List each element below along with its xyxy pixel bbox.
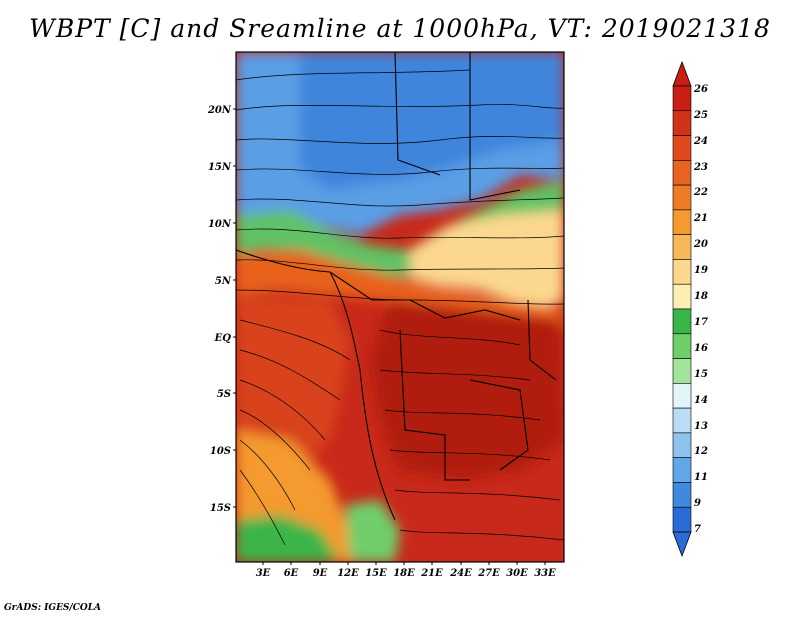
colorbar-top-arrow: [672, 60, 692, 87]
colorbar-cell: [672, 506, 692, 533]
colorbar-label: 13: [694, 421, 708, 432]
colorbar-label: 15: [694, 369, 708, 380]
colorbar-cell: [672, 333, 692, 359]
lon-label: 30E: [506, 568, 528, 579]
colorbar-cell: [672, 85, 692, 112]
lon-label: 18E: [393, 568, 415, 579]
colorbar-cell: [672, 358, 692, 384]
colorbar-label: 26: [693, 84, 708, 95]
colorbar: 26 25 24 23 22 21 20 19 18 17 16 15 14 1…: [672, 60, 708, 558]
lat-label: 15N: [208, 162, 232, 173]
lon-label: 9E: [313, 568, 328, 579]
colorbar-cell: [672, 160, 692, 186]
colorbar-cell: [672, 184, 692, 211]
colorbar-cell: [672, 209, 692, 235]
colorbar-label: 23: [693, 162, 708, 173]
colorbar-cell: [672, 259, 692, 285]
colorbar-cell: [672, 383, 692, 409]
map-title: WBPT [C] and Sreamline at 1000hPa, VT: 2…: [29, 14, 771, 43]
longitude-axis: 3E 6E 9E 12E 15E 18E 21E 24E 27E 30E 33E: [256, 562, 556, 579]
colorbar-label: 22: [693, 187, 708, 198]
latitude-axis: 20N 15N 10N 5N EQ 5S 10S 15S: [207, 105, 236, 514]
colorbar-cell: [672, 432, 692, 458]
colorbar-cell: [672, 283, 692, 310]
colorbar-label: 16: [694, 343, 708, 354]
colorbar-label: 14: [694, 395, 708, 406]
colorbar-label: 24: [693, 136, 708, 147]
lon-label: 21E: [420, 568, 443, 579]
colorbar-label: 9: [694, 498, 701, 509]
credit-text: GrADS: IGES/COLA: [4, 603, 102, 613]
lon-label: 3E: [256, 568, 271, 579]
lon-label: 33E: [534, 568, 556, 579]
colorbar-cell: [672, 457, 692, 483]
lat-label: EQ: [214, 333, 232, 344]
lat-label: 15S: [210, 503, 231, 514]
colorbar-cell: [672, 110, 692, 136]
lat-label: 10N: [208, 219, 232, 230]
lat-label: 20N: [207, 105, 232, 116]
map-frame: [235, 51, 565, 563]
colorbar-cell: [672, 407, 692, 434]
colorbar-label: 25: [693, 110, 708, 121]
lat-label: 5N: [215, 276, 232, 287]
colorbar-label: 19: [694, 265, 708, 276]
lat-label: 5S: [217, 389, 231, 400]
lon-label: 6E: [284, 568, 299, 579]
colorbar-bottom-arrow: [672, 531, 692, 558]
colorbar-label: 11: [694, 472, 708, 483]
colorbar-label: 21: [693, 213, 708, 224]
colorbar-cell: [672, 482, 692, 508]
colorbar-label: 20: [693, 239, 708, 250]
colorbar-label: 18: [694, 291, 708, 302]
colorbar-label: 17: [694, 317, 708, 328]
temperature-field: [236, 52, 564, 562]
colorbar-cell: [672, 308, 692, 335]
lon-label: 24E: [449, 568, 472, 579]
streamlines: [236, 69, 564, 546]
lon-label: 15E: [365, 568, 387, 579]
lon-label: 27E: [477, 568, 500, 579]
lat-label: 10S: [210, 446, 231, 457]
country-borders: [236, 52, 557, 521]
colorbar-label: 12: [694, 446, 708, 457]
colorbar-label: 7: [694, 524, 701, 535]
colorbar-cell: [672, 135, 692, 161]
lon-label: 12E: [337, 568, 359, 579]
colorbar-cell: [672, 234, 692, 260]
